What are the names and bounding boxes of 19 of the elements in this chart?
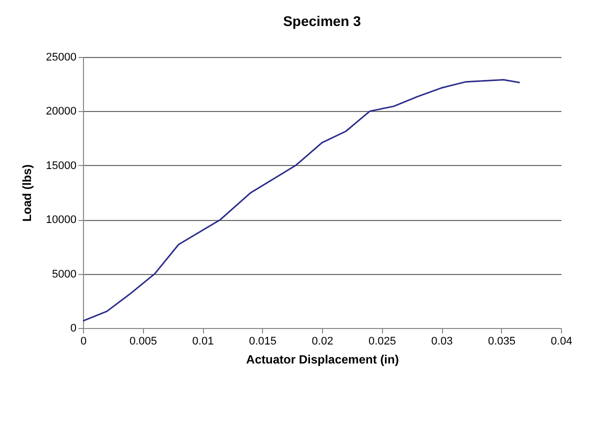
- y-tick-label: 0: [70, 322, 76, 334]
- y-tick-label: 25000: [46, 52, 76, 64]
- x-tick-label: 0.04: [550, 336, 572, 348]
- y-tick-label: 5000: [52, 268, 76, 280]
- y-tick-label: 10000: [46, 214, 76, 226]
- x-tick-label: 0.01: [192, 336, 214, 348]
- chart-title: Specimen 3: [283, 13, 362, 29]
- x-tick-label: 0.03: [431, 336, 453, 348]
- x-tick-label: 0.005: [129, 336, 158, 348]
- line-series: [83, 79, 520, 322]
- x-axis-title: Actuator Displacement (in): [246, 352, 399, 366]
- y-axis-title: Load (lbs): [20, 164, 34, 222]
- y-tick-label: 20000: [46, 106, 76, 118]
- x-tick-label: 0.035: [488, 336, 516, 348]
- y-tick-label: 15000: [46, 160, 76, 172]
- x-tick-label: 0.02: [312, 336, 334, 348]
- x-tick-label: 0.015: [248, 336, 277, 348]
- x-tick-label: 0: [80, 336, 87, 348]
- x-tick-label: 0.025: [368, 336, 396, 348]
